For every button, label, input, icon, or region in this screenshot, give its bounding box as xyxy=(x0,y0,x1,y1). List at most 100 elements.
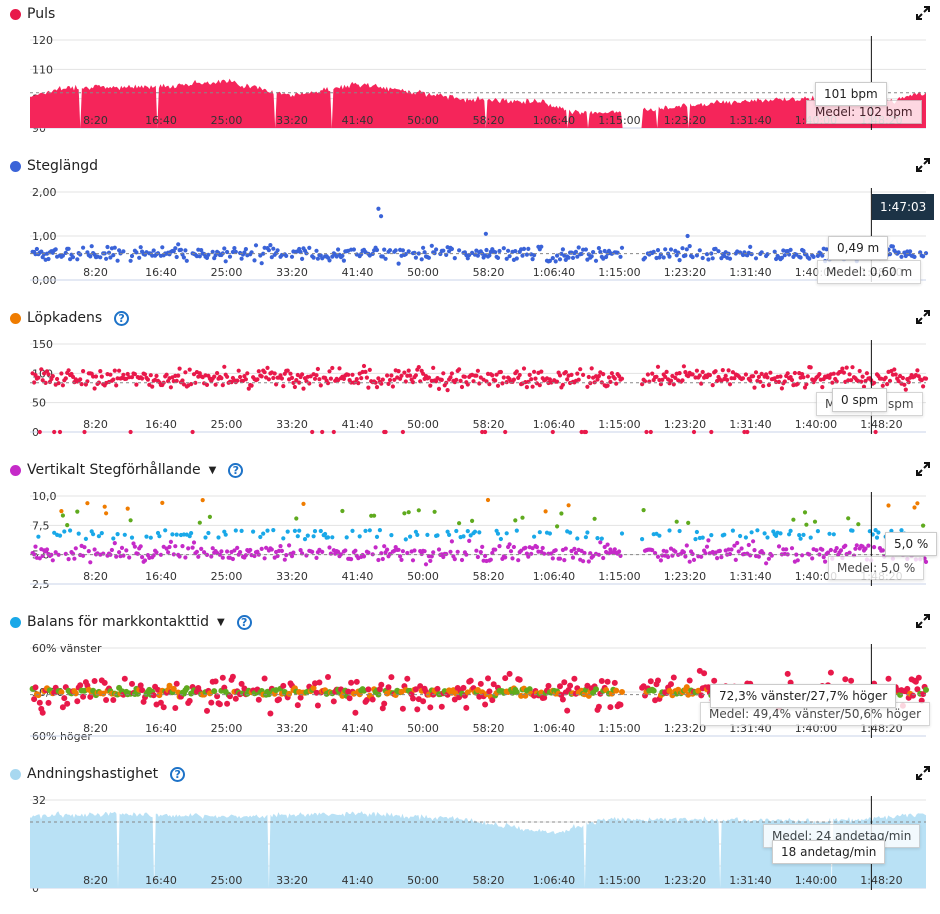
help-icon[interactable]: ? xyxy=(236,614,252,630)
data-point xyxy=(759,371,764,376)
data-point xyxy=(432,509,437,514)
data-point xyxy=(765,375,770,380)
data-point xyxy=(719,256,724,261)
x-tick-label: 1:23:20 xyxy=(664,266,706,279)
x-tick-label: 16:40 xyxy=(145,570,177,583)
data-point xyxy=(729,376,734,381)
dropdown-caret-icon[interactable]: ▼ xyxy=(208,464,217,476)
data-point xyxy=(690,255,695,260)
data-point xyxy=(788,247,793,252)
data-point xyxy=(295,534,300,539)
data-point xyxy=(222,364,227,369)
data-point xyxy=(383,429,388,435)
data-point xyxy=(168,539,173,544)
data-point xyxy=(233,249,238,254)
data-point xyxy=(73,546,78,551)
x-tick-label: 1:06:40 xyxy=(533,114,575,127)
data-point xyxy=(88,560,93,565)
data-point xyxy=(726,368,731,373)
data-point xyxy=(582,550,587,556)
data-point xyxy=(46,372,51,377)
expand-icon[interactable] xyxy=(916,6,930,20)
plot-area[interactable]: 322416808:2016:4025:0033:2041:4050:0058:… xyxy=(0,764,940,914)
data-point xyxy=(467,677,474,684)
data-point xyxy=(330,698,337,705)
data-point xyxy=(648,429,653,435)
data-point xyxy=(269,255,274,260)
data-point xyxy=(129,253,135,259)
data-point xyxy=(276,548,282,553)
plot-area[interactable]: 10,07,55,02,58:2016:4025:0033:2041:4050:… xyxy=(0,460,940,610)
data-point xyxy=(549,380,554,385)
x-tick-label: 41:40 xyxy=(342,114,374,127)
data-point xyxy=(364,375,369,380)
data-point xyxy=(727,551,733,557)
data-point xyxy=(683,554,688,559)
data-point xyxy=(880,383,885,388)
data-point xyxy=(191,372,197,377)
plot-area[interactable]: 1501005008:2016:4025:0033:2041:4050:0058… xyxy=(0,308,940,458)
data-point xyxy=(320,429,325,435)
data-point xyxy=(388,674,395,681)
data-point xyxy=(320,549,325,554)
data-point-outlier xyxy=(483,231,488,236)
data-point xyxy=(127,555,132,560)
data-point xyxy=(82,429,87,435)
data-point xyxy=(68,528,73,533)
data-point xyxy=(557,257,563,262)
data-point xyxy=(485,497,491,503)
data-point xyxy=(815,529,821,534)
data-point xyxy=(400,549,405,554)
data-point xyxy=(576,377,581,382)
data-point xyxy=(173,246,178,251)
data-point xyxy=(209,554,214,559)
data-point xyxy=(778,531,783,536)
data-point xyxy=(340,253,345,258)
data-point xyxy=(704,252,710,257)
expand-icon[interactable] xyxy=(916,614,930,628)
data-point xyxy=(135,551,140,556)
data-point xyxy=(291,380,296,385)
expand-icon[interactable] xyxy=(916,766,930,780)
data-point xyxy=(184,258,189,263)
plot-area[interactable]: 2,001,000,008:20 16:40 25:00 33:20 41:40 50:0… xyxy=(0,156,940,306)
data-point xyxy=(122,532,127,537)
plot-area[interactable]: 120110100908:2016:4025:0033:2041:4050:00… xyxy=(0,4,940,154)
data-point xyxy=(272,371,277,376)
dropdown-caret-icon[interactable]: ▼ xyxy=(217,616,225,628)
data-point xyxy=(583,535,589,540)
expand-icon[interactable] xyxy=(916,310,930,324)
data-point xyxy=(125,371,130,377)
help-icon[interactable]: ? xyxy=(170,766,186,782)
expand-icon[interactable] xyxy=(916,158,930,172)
data-point xyxy=(103,697,110,703)
data-point xyxy=(217,552,222,557)
data-point xyxy=(680,246,685,251)
data-point xyxy=(281,384,286,389)
data-point xyxy=(72,690,79,697)
data-point xyxy=(222,246,227,251)
data-point xyxy=(776,544,782,549)
data-point xyxy=(268,243,273,248)
help-icon[interactable]: ? xyxy=(228,462,244,478)
data-point xyxy=(459,384,465,390)
x-tick-label: 1:23:20 xyxy=(664,722,706,735)
help-icon[interactable]: ? xyxy=(114,310,130,326)
data-point xyxy=(441,554,446,560)
data-point xyxy=(363,369,368,374)
data-point xyxy=(402,370,407,375)
data-point xyxy=(225,249,230,255)
data-point xyxy=(53,550,58,555)
data-point xyxy=(385,373,390,378)
data-point xyxy=(258,534,263,540)
data-point xyxy=(124,548,129,553)
expand-icon[interactable] xyxy=(916,462,930,476)
data-point xyxy=(668,378,674,383)
data-point xyxy=(66,368,71,373)
x-tick-label: 8:20 xyxy=(83,874,108,887)
data-point xyxy=(827,375,832,380)
legend-dot-icon xyxy=(10,616,21,628)
data-point xyxy=(239,256,244,261)
data-point xyxy=(187,367,192,372)
